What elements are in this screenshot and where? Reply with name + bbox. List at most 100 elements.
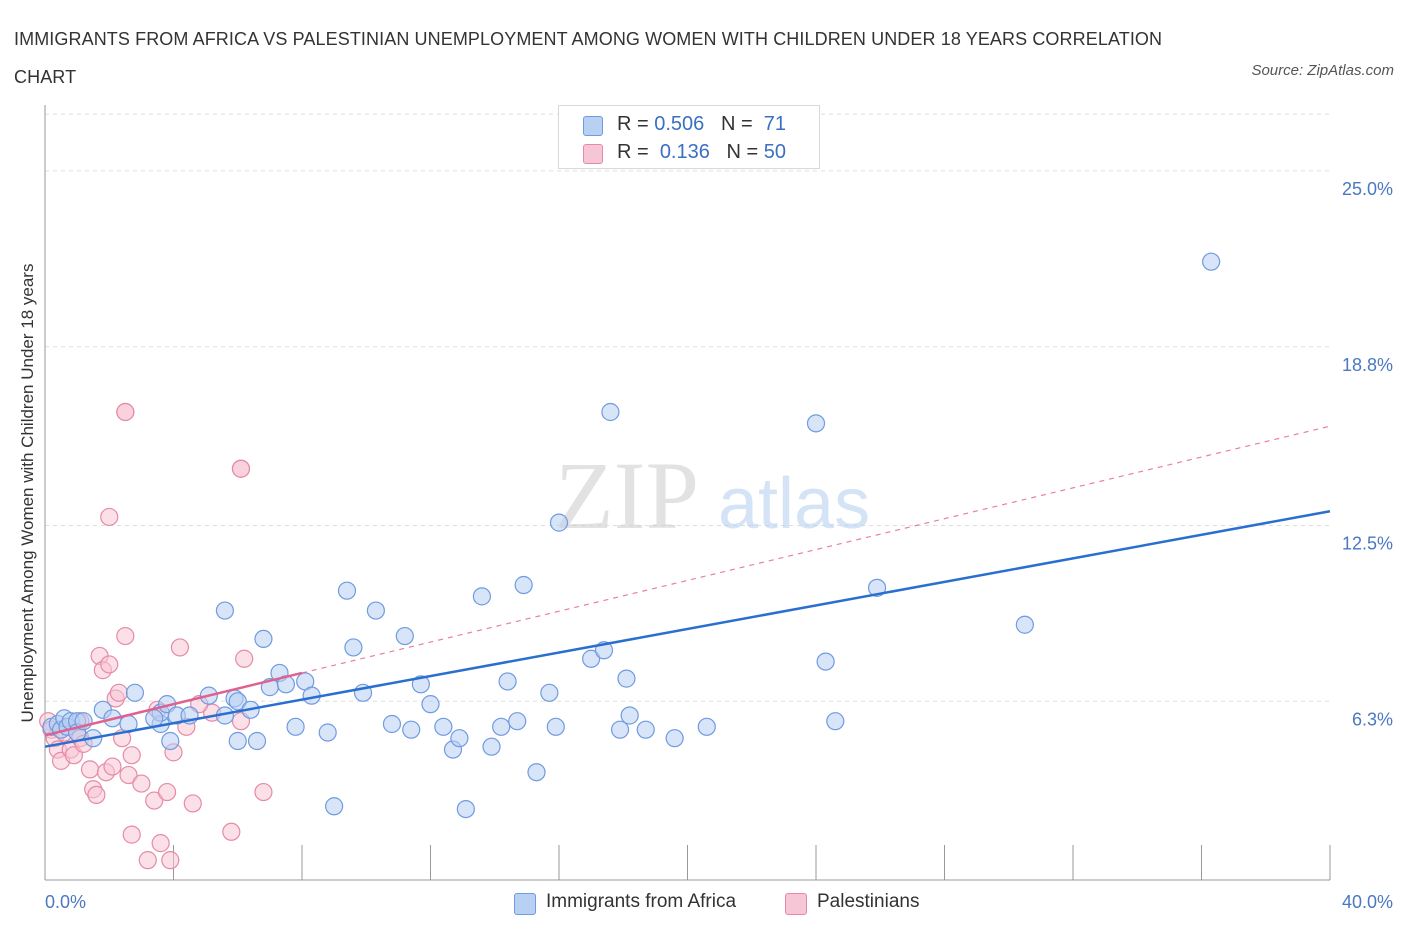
n-value: 71 — [763, 113, 787, 135]
palestinians-point — [183, 794, 202, 813]
palestinians-point — [87, 785, 106, 805]
africa-point — [395, 626, 414, 646]
palestinians-point — [138, 851, 157, 870]
africa-point — [145, 709, 164, 728]
palestinians-trend-line — [44, 671, 303, 737]
palestinians-point — [157, 782, 177, 802]
palestinians-point — [116, 402, 135, 422]
africa-point — [867, 578, 887, 597]
africa-point — [402, 720, 421, 739]
series-legend: Immigrants from Africa Palestinians — [0, 888, 1406, 916]
palestinians-point — [122, 746, 141, 765]
africa-point — [344, 638, 363, 657]
n-label: N = — [726, 141, 764, 163]
x-tick-label: 40.0% — [1342, 892, 1393, 912]
palestinians-point — [116, 626, 135, 646]
africa-point — [540, 683, 559, 702]
trend-lines — [44, 425, 1331, 748]
n-value: 50 — [763, 141, 787, 163]
palestinians-point — [119, 765, 138, 785]
palestinians-point — [151, 834, 170, 853]
africa-point — [366, 601, 385, 620]
africa-point — [1015, 615, 1034, 634]
africa-point — [247, 731, 267, 751]
palestinians-trend-extension — [301, 425, 1331, 674]
r-value: 0.506 — [654, 113, 705, 135]
x-tick-labels: 0.0% 40.0% — [45, 892, 1393, 912]
n-label: N = — [720, 113, 759, 135]
africa-point — [617, 669, 636, 688]
africa-point — [816, 652, 835, 671]
africa-point — [337, 581, 357, 600]
legend-swatch-africa — [514, 893, 536, 915]
africa-point — [450, 729, 469, 748]
palestinians-point — [145, 791, 164, 810]
r-label: R = — [617, 113, 655, 135]
africa-point — [318, 723, 337, 742]
legend-swatch-africa — [583, 116, 603, 136]
y-axis-label: Unemployment Among Women with Children U… — [18, 264, 37, 723]
legend-label-palestinians: Palestinians — [817, 891, 920, 912]
chart-source: Source: ZipAtlas.com — [1251, 62, 1394, 79]
africa-point — [582, 649, 601, 668]
africa-point — [434, 717, 453, 736]
y-tick-label: 18.8% — [1342, 355, 1393, 375]
africa-point — [325, 797, 344, 816]
africa-point — [456, 799, 475, 819]
africa-point — [806, 414, 826, 433]
watermark-zip: ZIP — [555, 442, 699, 549]
africa-point — [125, 683, 145, 702]
correlation-legend: R = 0.506 N = 71 R = 0.136 N = 50 — [558, 105, 820, 169]
y-tick-labels: 6.3% 12.5% 18.8% 25.0% — [1342, 179, 1393, 729]
palestinians-point — [100, 655, 119, 674]
africa-point — [472, 587, 491, 606]
africa-point — [382, 714, 402, 734]
africa-point — [498, 672, 517, 691]
y-tick-label: 25.0% — [1342, 179, 1393, 199]
africa-point — [527, 763, 546, 782]
africa-point — [546, 717, 565, 736]
africa-point — [228, 692, 247, 711]
africa-point — [549, 513, 569, 532]
palestinians-point — [122, 825, 141, 844]
palestinians-point — [109, 683, 128, 702]
y-tick-label: 12.5% — [1342, 533, 1393, 553]
africa-point — [665, 729, 684, 748]
africa-point — [601, 402, 620, 422]
africa-point — [482, 737, 501, 756]
r-label: R = — [617, 141, 655, 163]
africa-point — [697, 717, 716, 736]
x-tick-label: 0.0% — [45, 892, 86, 912]
africa-point — [421, 695, 440, 714]
grid-lines — [45, 113, 1330, 702]
africa-trend-line — [44, 510, 1331, 748]
africa-point — [286, 717, 305, 736]
africa-point — [508, 712, 527, 731]
palestinians-point — [254, 782, 273, 802]
palestinians-point — [80, 760, 100, 779]
africa-point — [514, 575, 533, 595]
legend-swatch-palestinians — [785, 893, 807, 915]
watermark-atlas: atlas — [718, 464, 870, 544]
africa-point — [610, 720, 630, 739]
palestinians-point — [100, 507, 119, 527]
r-value: 0.136 — [659, 141, 710, 163]
chart-title: IMMIGRANTS FROM AFRICA VS PALESTINIAN UN… — [14, 29, 1163, 87]
africa-point — [620, 706, 639, 725]
africa-point — [826, 712, 845, 731]
africa-point — [1202, 252, 1221, 271]
africa-point — [228, 731, 247, 751]
palestinians-points — [39, 402, 273, 870]
africa-point — [411, 675, 430, 694]
palestinians-point — [170, 638, 190, 657]
y-tick-label: 6.3% — [1352, 709, 1393, 729]
africa-point — [161, 731, 180, 751]
africa-point — [492, 717, 511, 736]
palestinians-point — [231, 459, 251, 478]
legend-text-africa: R = 0.506 N = 71 — [617, 110, 786, 138]
axes — [44, 105, 1331, 881]
palestinians-point — [235, 649, 254, 668]
palestinians-point — [222, 822, 241, 841]
palestinians-point — [161, 851, 180, 870]
